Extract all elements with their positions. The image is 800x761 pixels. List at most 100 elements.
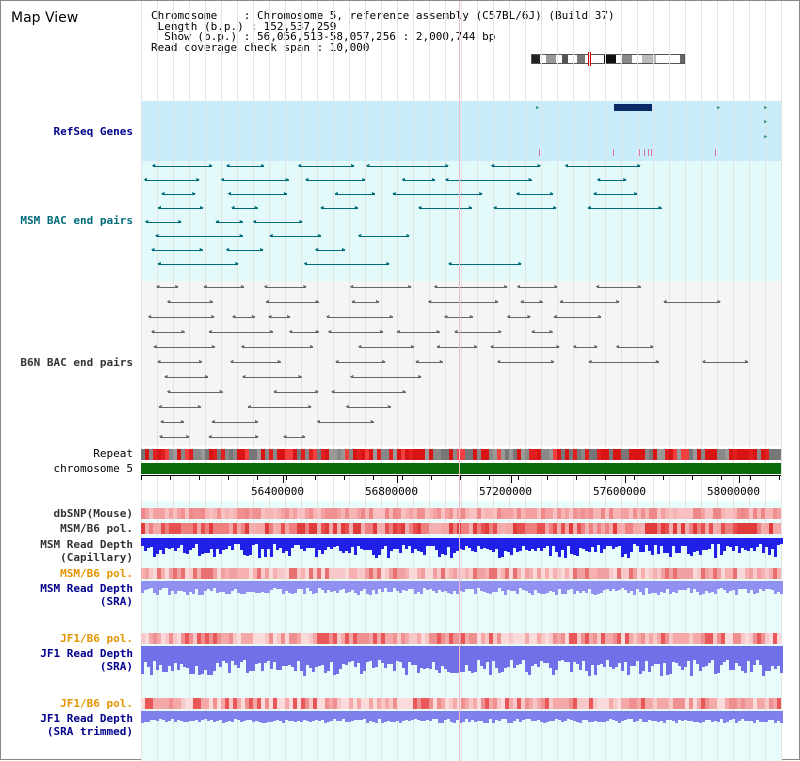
bac-end-pair-line[interactable] [532, 332, 553, 333]
bac-end-pair-line[interactable] [317, 422, 374, 423]
bac-end-pair-line[interactable] [521, 302, 543, 303]
bac-end-pair-line[interactable] [594, 194, 638, 195]
bac-end-pair-line[interactable] [573, 347, 598, 348]
bac-end-pair-line[interactable] [165, 377, 208, 378]
bac-end-pair-line[interactable] [327, 317, 393, 318]
bac-end-pair-line[interactable] [231, 362, 281, 363]
bac-end-pair-line[interactable] [304, 264, 390, 265]
bac-end-pair-line[interactable] [589, 362, 659, 363]
bac-end-pair-line[interactable] [289, 332, 319, 333]
bac-end-pair-line[interactable] [437, 347, 478, 348]
bac-end-pair-line[interactable] [161, 422, 184, 423]
bac-end-pair-line[interactable] [159, 407, 201, 408]
bac-end-pair-line[interactable] [358, 347, 414, 348]
bac-end-pair-line[interactable] [269, 317, 291, 318]
bac-end-pair-line[interactable] [221, 180, 289, 181]
bac-end-pair-line[interactable] [434, 287, 508, 288]
bac-end-pair-line[interactable] [232, 317, 255, 318]
bac-end-pair-line[interactable] [167, 302, 213, 303]
bac-end-pair-line[interactable] [253, 222, 303, 223]
bac-end-pair-line[interactable] [321, 208, 358, 209]
gene-arrow-icon[interactable]: ▸ [763, 117, 769, 127]
bac-end-pair-line[interactable] [152, 250, 203, 251]
bac-end-pair-line[interactable] [266, 302, 319, 303]
bac-end-pair-line[interactable] [416, 362, 443, 363]
bac-end-pair-line[interactable] [358, 236, 410, 237]
bac-end-pair-line[interactable] [328, 332, 384, 333]
gene-arrow-icon[interactable]: ▸ [763, 103, 769, 113]
bac-end-pair-line[interactable] [228, 194, 288, 195]
bac-end-pair-line[interactable] [597, 180, 627, 181]
bac-end-pair-line[interactable] [145, 222, 182, 223]
bac-end-pair-line[interactable] [336, 362, 386, 363]
bac-end-pair-line[interactable] [596, 287, 641, 288]
bac-end-pair-line[interactable] [283, 437, 306, 438]
bac-end-pair-line[interactable] [242, 377, 302, 378]
bac-end-pair-line[interactable] [554, 317, 602, 318]
bac-end-pair-line[interactable] [274, 392, 319, 393]
bac-end-pair-line[interactable] [507, 317, 531, 318]
bac-end-pair-line[interactable] [393, 194, 483, 195]
bac-end-pair-line[interactable] [517, 287, 558, 288]
bac-end-pair-line[interactable] [270, 236, 321, 237]
bac-end-pair-line[interactable] [491, 166, 541, 167]
bac-end-pair-line[interactable] [167, 392, 223, 393]
bac-end-pair-line[interactable] [350, 377, 422, 378]
bac-end-pair-line[interactable] [702, 362, 749, 363]
bac-end-pair-line[interactable] [241, 347, 313, 348]
bac-end-pair-line[interactable] [402, 180, 435, 181]
bac-end-pair-line[interactable] [264, 287, 307, 288]
bac-end-pair-line[interactable] [350, 287, 412, 288]
bac-end-pair-line[interactable] [315, 250, 345, 251]
gene-arrow-icon[interactable]: ▸ [535, 103, 541, 113]
bac-end-pair-line[interactable] [216, 222, 243, 223]
bac-end-pair-line[interactable] [155, 236, 243, 237]
bac-end-pair-line[interactable] [232, 208, 258, 209]
gene-arrow-icon[interactable]: ▸ [763, 132, 769, 142]
bac-end-pair-line[interactable] [444, 317, 473, 318]
bac-end-pair-line[interactable] [151, 332, 185, 333]
bac-end-pair-line[interactable] [588, 208, 662, 209]
bac-end-pair-line[interactable] [428, 302, 499, 303]
bac-end-pair-line[interactable] [148, 317, 215, 318]
bac-end-pair-line[interactable] [494, 208, 557, 209]
bac-end-pair-line[interactable] [366, 166, 449, 167]
bac-end-pair-line[interactable] [248, 407, 312, 408]
bac-end-pair-line[interactable] [560, 302, 620, 303]
bac-end-pair-line[interactable] [516, 194, 554, 195]
bac-end-pair-line[interactable] [397, 332, 440, 333]
bac-end-pair-line[interactable] [154, 347, 215, 348]
bac-end-pair-line[interactable] [156, 287, 179, 288]
bac-end-pair-line[interactable] [144, 180, 200, 181]
refseq-gene-block[interactable] [614, 104, 652, 111]
bac-end-pair-line[interactable] [332, 392, 406, 393]
bac-end-pair-line[interactable] [226, 166, 265, 167]
bac-end-pair-line[interactable] [664, 302, 721, 303]
bac-end-pair-line[interactable] [346, 407, 391, 408]
gene-arrow-icon[interactable]: ▸ [716, 103, 722, 113]
bac-end-pair-line[interactable] [158, 208, 204, 209]
bac-end-pair-line[interactable] [418, 208, 472, 209]
bac-end-pair-line[interactable] [497, 362, 555, 363]
bac-end-pair-line[interactable] [449, 264, 522, 265]
bac-end-pair-line[interactable] [445, 180, 532, 181]
bac-end-pair-line[interactable] [158, 264, 239, 265]
bac-end-pair-line[interactable] [491, 347, 560, 348]
bac-end-pair-line[interactable] [152, 166, 213, 167]
bac-end-pair-line[interactable] [209, 437, 259, 438]
bac-end-pair-line[interactable] [158, 362, 203, 363]
bac-end-pair-line[interactable] [212, 422, 258, 423]
bac-end-pair-line[interactable] [455, 332, 502, 333]
bac-end-pair-line[interactable] [162, 194, 196, 195]
chromosome-ideogram[interactable] [531, 52, 685, 66]
bac-end-pair-line[interactable] [209, 332, 273, 333]
bac-end-pair-line[interactable] [204, 287, 245, 288]
bac-end-pair-line[interactable] [226, 250, 264, 251]
bac-end-pair-line[interactable] [335, 194, 375, 195]
bac-end-pair-line[interactable] [352, 302, 380, 303]
bac-end-pair-line[interactable] [298, 166, 355, 167]
bac-end-pair-line[interactable] [565, 166, 641, 167]
bac-end-pair-line[interactable] [159, 437, 190, 438]
bac-end-pair-line[interactable] [616, 347, 654, 348]
bac-end-pair-line[interactable] [306, 180, 366, 181]
